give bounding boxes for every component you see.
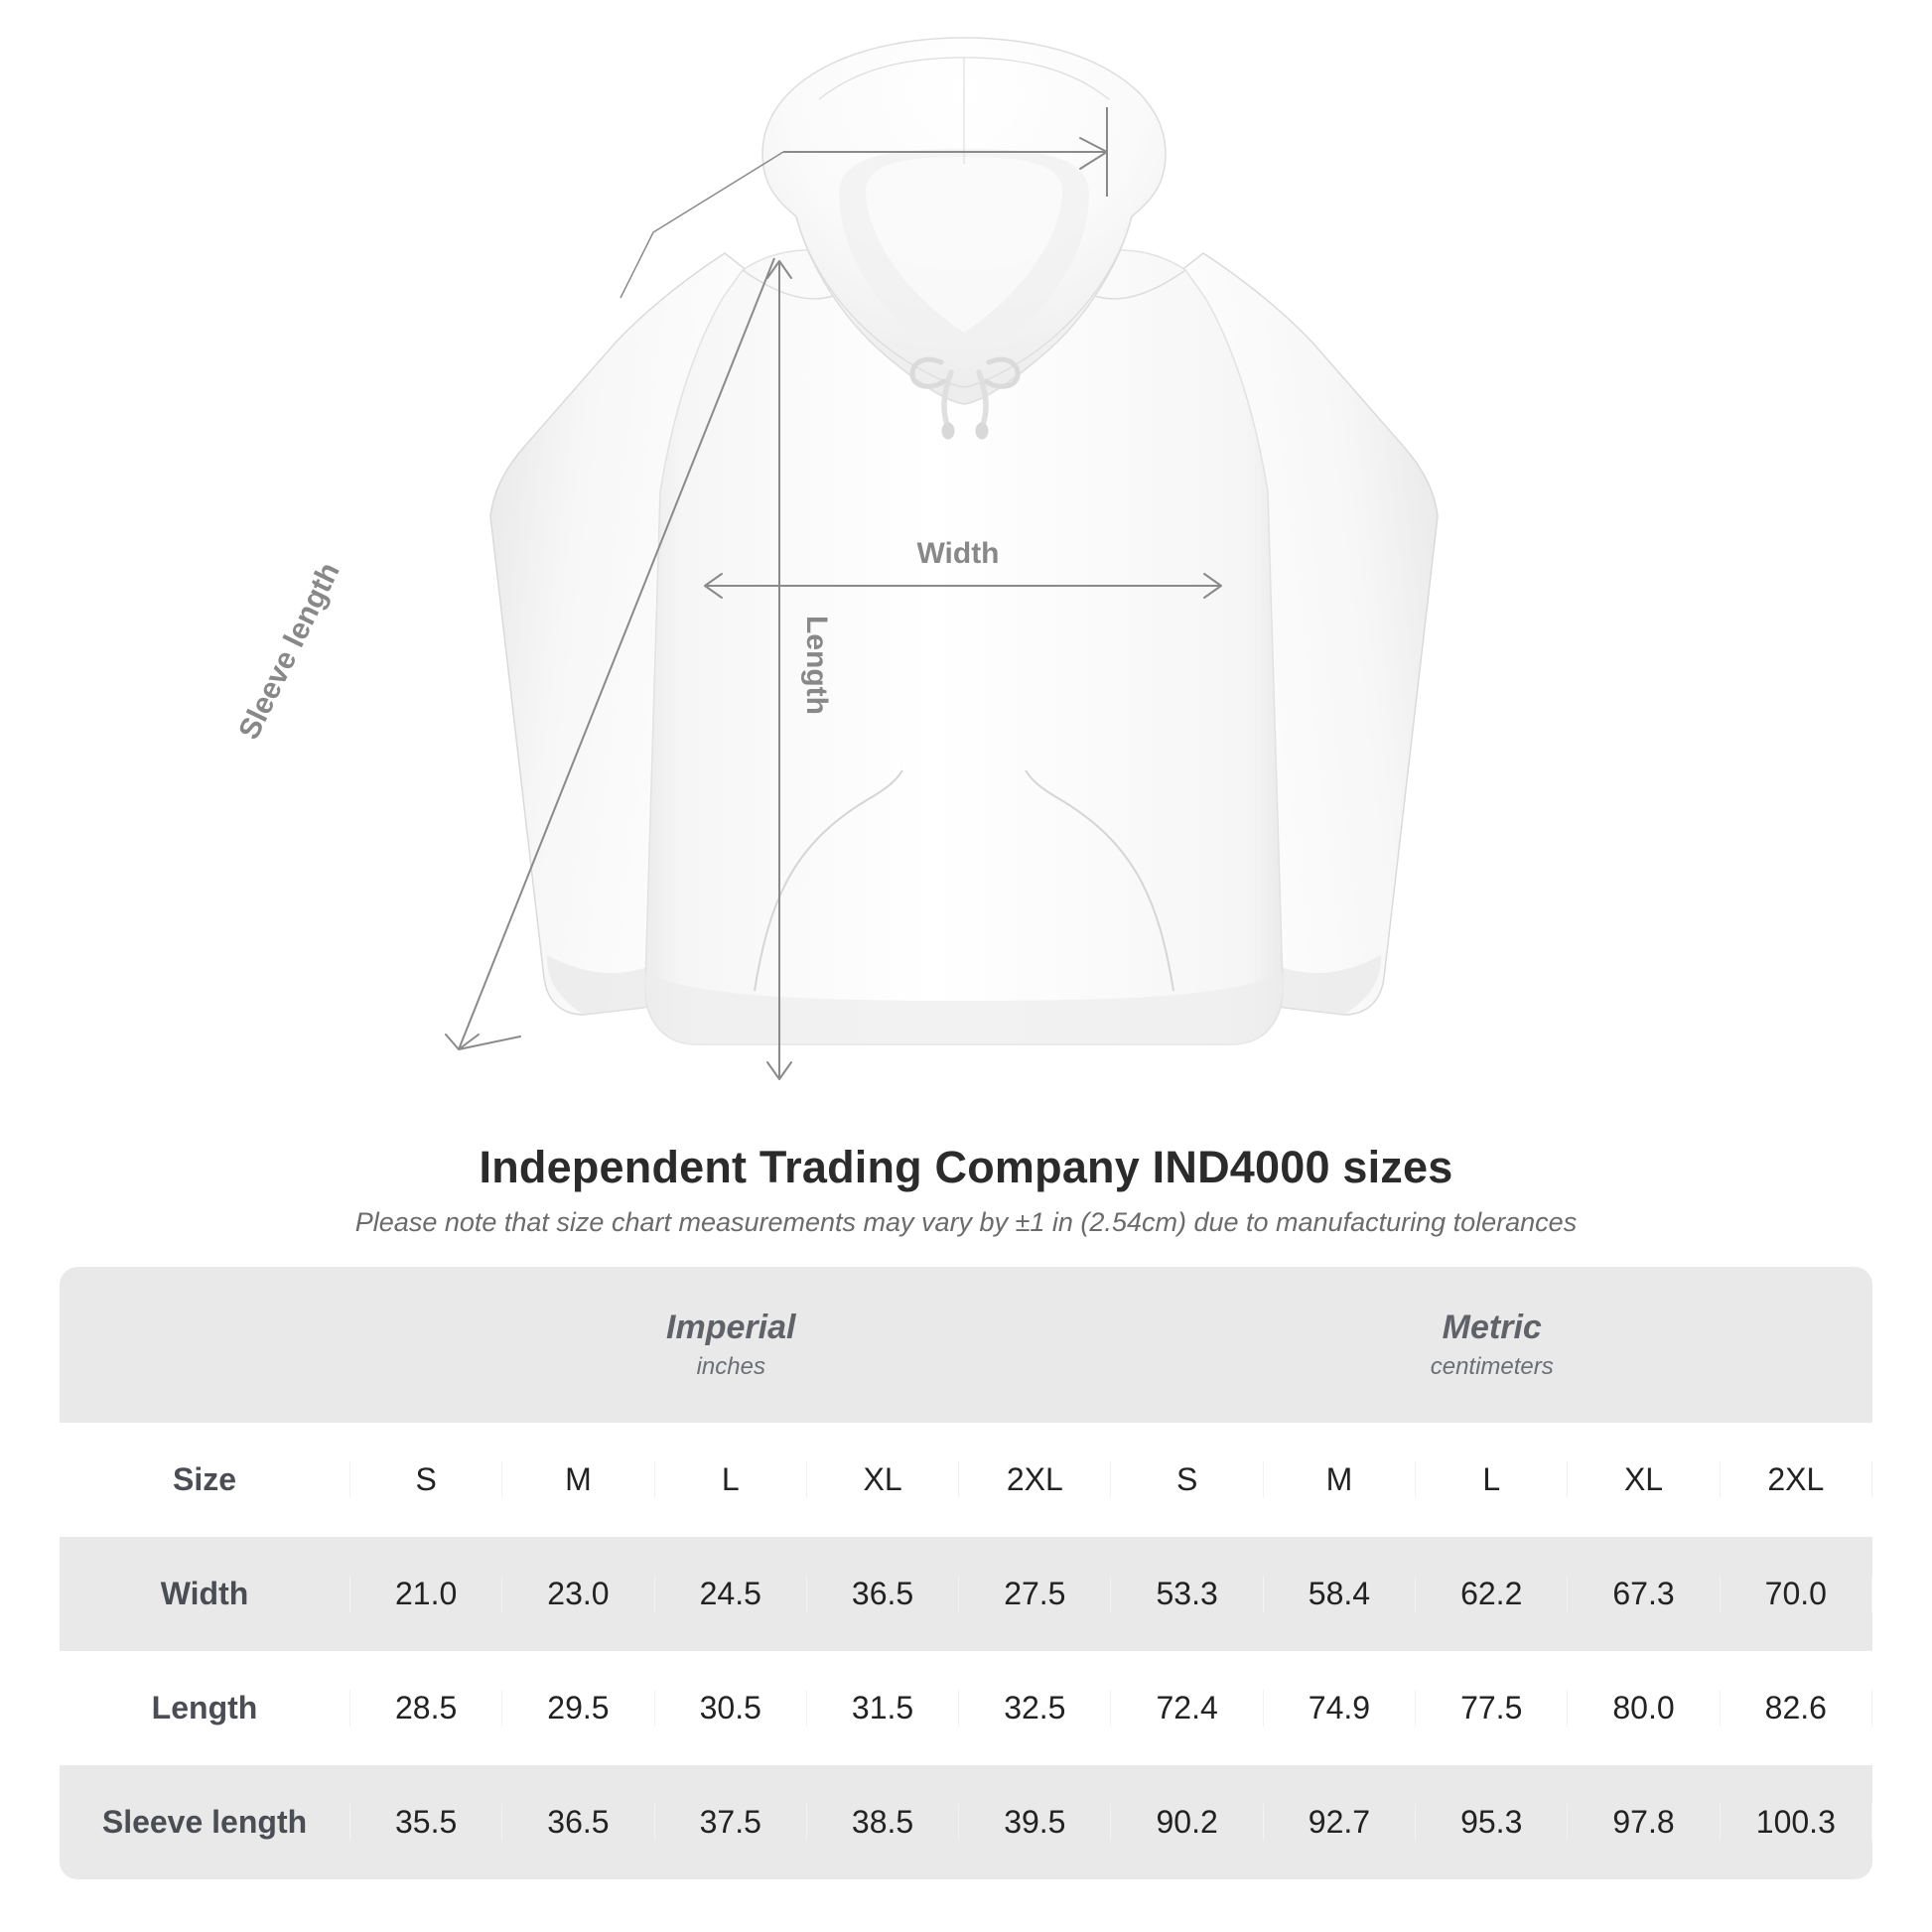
svg-text:Length: Length: [800, 616, 833, 715]
svg-text:Width: Width: [916, 537, 999, 570]
svg-text:Sleeve length: Sleeve length: [232, 558, 345, 745]
